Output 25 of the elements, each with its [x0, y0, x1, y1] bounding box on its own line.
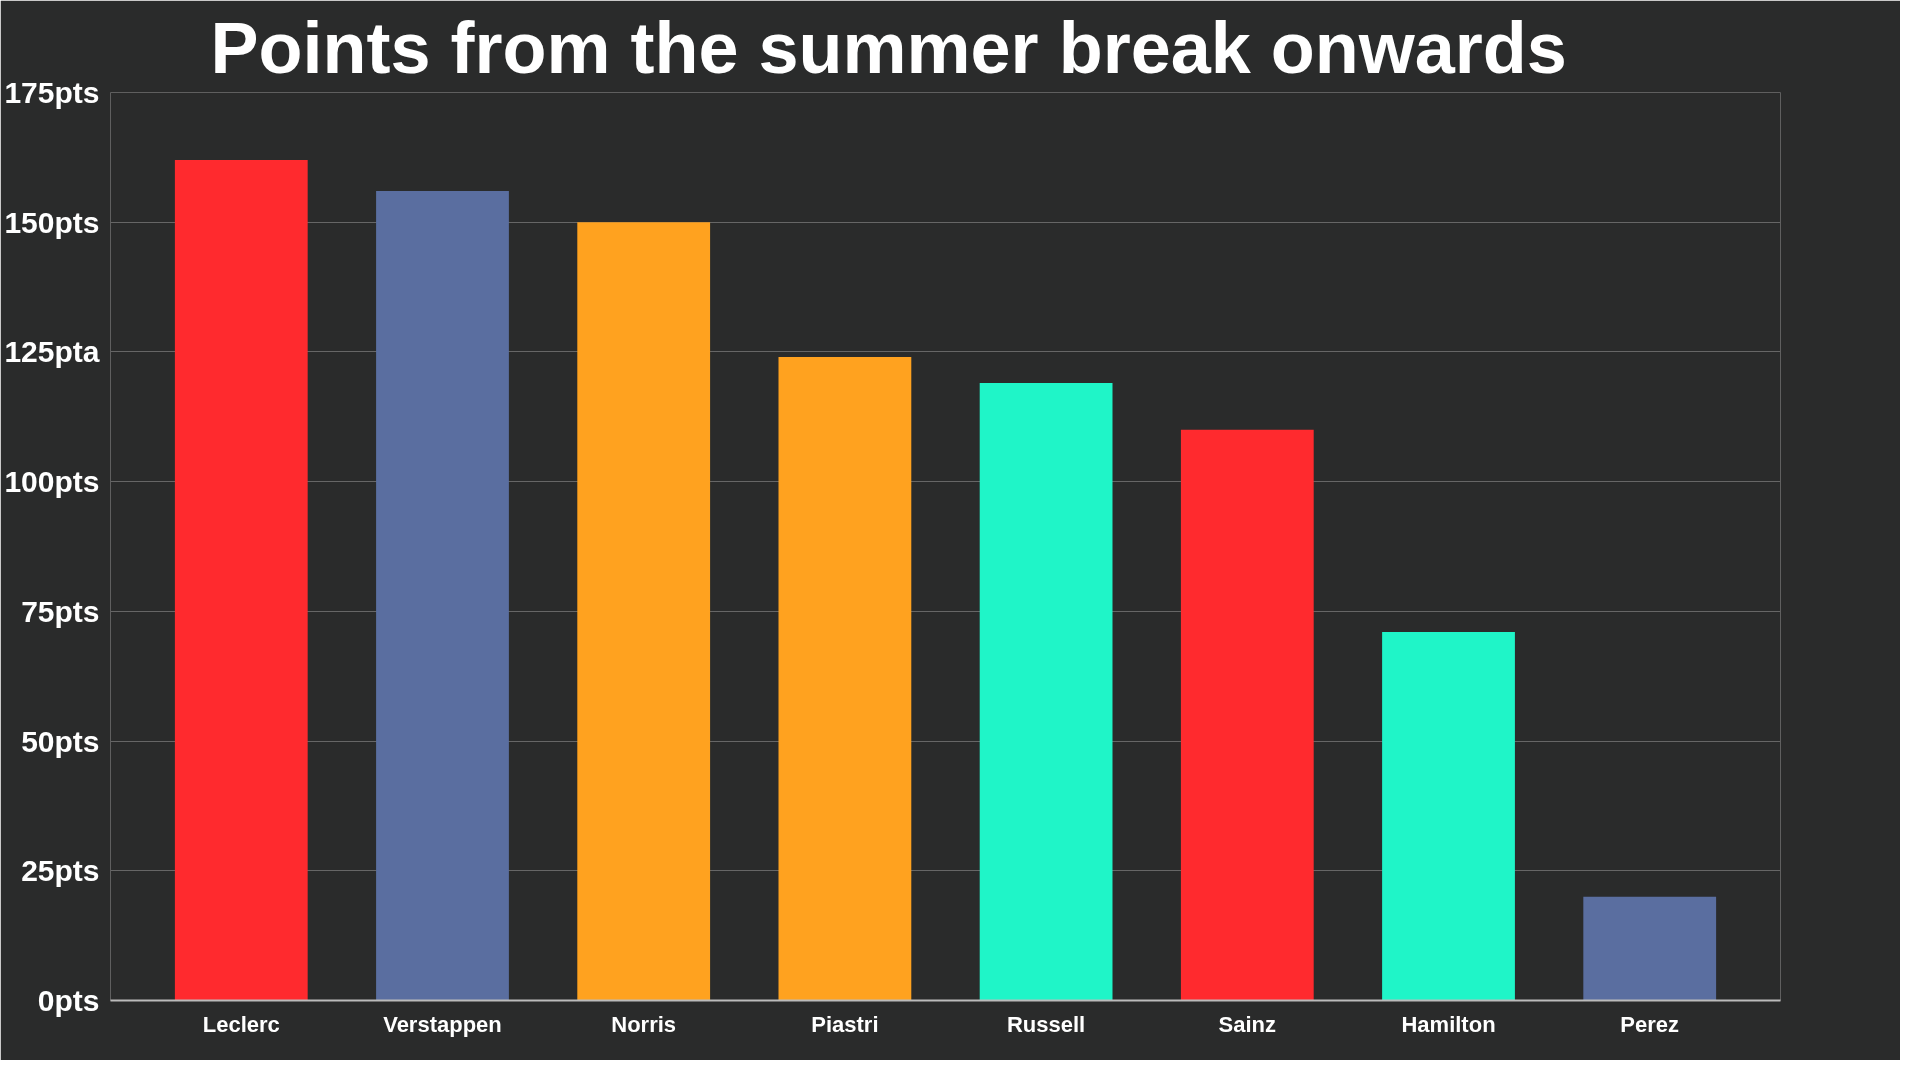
x-tick-label: Piastri	[811, 1011, 879, 1037]
y-tick-label: 25pts	[21, 854, 100, 888]
bar	[979, 383, 1113, 1001]
x-tick-label: Russell	[1006, 1011, 1086, 1037]
y-tick-label: 175pts	[4, 76, 100, 109]
bar	[174, 159, 308, 1001]
x-tick-label: Leclerc	[202, 1011, 280, 1037]
bar	[1583, 896, 1717, 1001]
bar	[1180, 429, 1314, 1001]
bar	[376, 191, 509, 1001]
bar	[778, 357, 912, 1001]
x-tick-label: Hamilton	[1401, 1011, 1496, 1037]
x-tick-label: Verstappen	[383, 1011, 502, 1037]
y-tick-label: 75pts	[21, 594, 100, 628]
x-tick-label: Norris	[611, 1011, 677, 1037]
y-tick-label: 50pts	[21, 724, 100, 758]
y-tick-label: 0pts	[37, 984, 100, 1017]
y-tick-label: 125pta	[4, 335, 100, 369]
x-tick-label: Sainz	[1218, 1011, 1277, 1037]
bar	[1382, 632, 1515, 1001]
bar	[577, 222, 711, 1001]
y-tick-label: 100pts	[4, 465, 100, 499]
chart-title: Points from the summer break onwards	[210, 7, 1567, 88]
y-tick-label: 150pts	[4, 205, 100, 239]
x-tick-label: Perez	[1620, 1011, 1680, 1037]
